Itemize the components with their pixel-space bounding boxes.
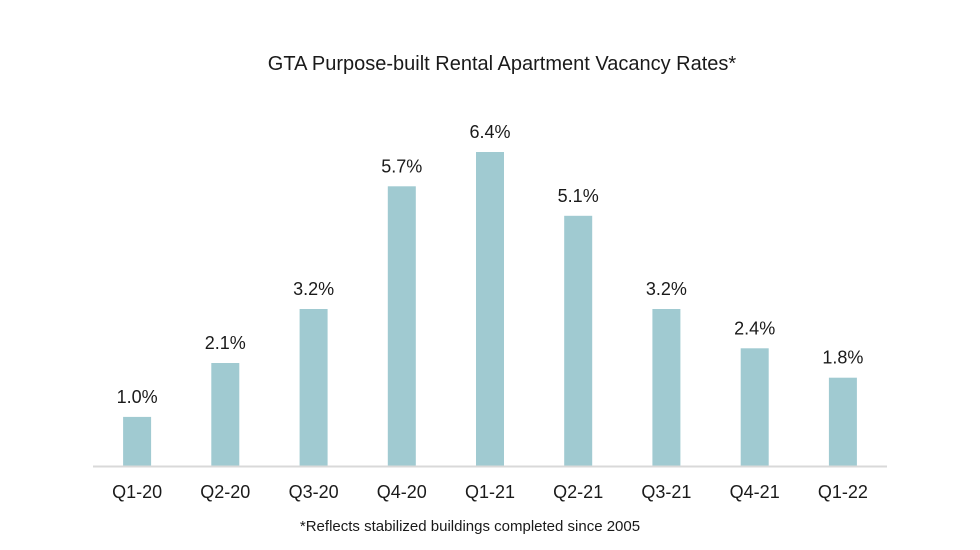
- x-tick-label: Q2-20: [200, 482, 250, 502]
- data-label: 5.7%: [381, 156, 422, 176]
- data-label: 3.2%: [293, 279, 334, 299]
- data-label: 1.0%: [117, 387, 158, 407]
- x-tick-label: Q3-20: [289, 482, 339, 502]
- data-label: 2.4%: [734, 318, 775, 338]
- x-tick-label: Q1-22: [818, 482, 868, 502]
- x-tick-label: Q3-21: [641, 482, 691, 502]
- data-label: 1.8%: [822, 348, 863, 368]
- data-labels-group: 1.0% 2.1% 3.2% 5.7% 6.4% 5.1% 3.2% 2.4% 1.8%: [117, 122, 864, 407]
- data-label: 6.4%: [469, 122, 510, 142]
- x-tick-label: Q2-21: [553, 482, 603, 502]
- bar-q4-21: [740, 348, 769, 467]
- x-tick-label: Q4-20: [377, 482, 427, 502]
- x-tick-labels-group: Q1-20 Q2-20 Q3-20 Q4-20 Q1-21 Q2-21 Q3-21 Q4-21…: [112, 482, 868, 502]
- bar-q1-21: [476, 152, 504, 466]
- footnote: *Reflects stabilized buildings completed…: [300, 518, 640, 535]
- chart-title: GTA Purpose-built Rental Apartment Vacan…: [268, 53, 737, 75]
- x-tick-label: Q4-21: [730, 482, 780, 502]
- bar-q4-20: [387, 186, 416, 467]
- data-label: 5.1%: [558, 186, 599, 206]
- bar-q2-20: [211, 363, 240, 466]
- bar-q2-21: [564, 215, 593, 466]
- x-tick-label: Q1-21: [465, 482, 515, 502]
- data-label: 2.1%: [205, 333, 246, 353]
- bar-q1-20: [123, 416, 152, 466]
- x-tick-label: Q1-20: [112, 482, 162, 502]
- bar-q3-20: [299, 309, 328, 466]
- bars-group: [123, 152, 857, 467]
- data-label: 3.2%: [646, 279, 687, 299]
- bar-q1-22: [828, 377, 857, 466]
- bar-q3-21: [652, 309, 681, 466]
